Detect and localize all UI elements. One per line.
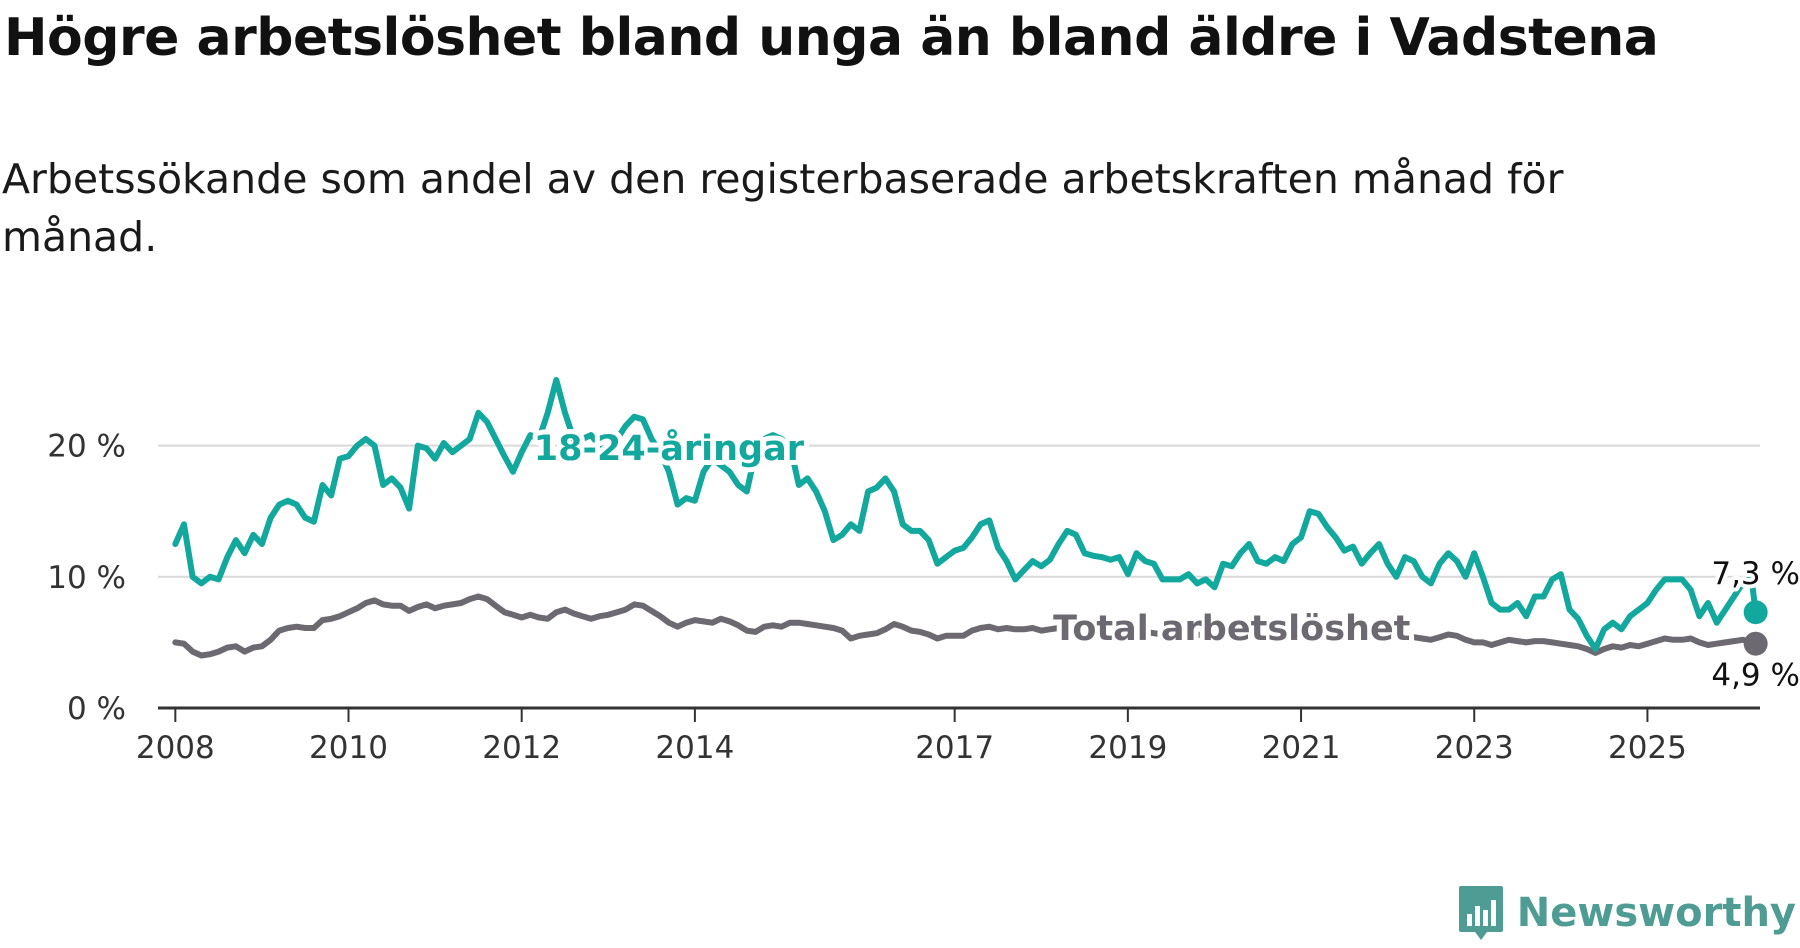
gridlines bbox=[158, 444, 1760, 578]
x-tick-label: 2019 bbox=[1088, 730, 1167, 766]
brand-name: Newsworthy bbox=[1516, 890, 1796, 936]
newsworthy-logo-icon bbox=[1458, 886, 1503, 940]
series-line-youth bbox=[172, 377, 1759, 652]
y-tick-label: 10 % bbox=[47, 560, 126, 596]
x-tick-label: 2010 bbox=[309, 730, 388, 766]
series-lines bbox=[172, 377, 1768, 659]
x-tick-label: 2023 bbox=[1435, 730, 1514, 766]
x-tick-label: 2014 bbox=[655, 730, 734, 766]
x-tick-label: 2025 bbox=[1608, 730, 1687, 766]
newsworthy-logo: Newsworthy bbox=[1457, 884, 1796, 942]
series-labels: 18-24-åringar Total arbetslöshet 7,3 % 4,9 … bbox=[529, 423, 1800, 697]
series-end-value-label: 4,9 % bbox=[1711, 658, 1800, 694]
y-tick-label: 0 % bbox=[67, 691, 126, 727]
x-tick-label: 2017 bbox=[915, 730, 994, 766]
y-tick-label: 20 % bbox=[47, 429, 126, 465]
x-axis: 2008 2010 2012 2014 2017 2019 2021 2023 2025 bbox=[136, 706, 1760, 766]
x-tick-label: 2008 bbox=[136, 730, 215, 766]
chart-subtitle: Arbetssökande som andel av den registerb… bbox=[2, 155, 1564, 261]
chart-title: Högre arbetslöshet bland unga än bland ä… bbox=[4, 8, 1659, 68]
series-end-point bbox=[1743, 631, 1768, 656]
series-line-total bbox=[172, 593, 1759, 659]
series-end-point bbox=[1743, 600, 1768, 625]
series-end-value-label: 7,3 % bbox=[1711, 556, 1800, 592]
series-label-youth: 18-24-åringar bbox=[534, 428, 805, 469]
x-tick-label: 2012 bbox=[482, 730, 561, 766]
series-label-total: Total arbetslöshet bbox=[1053, 609, 1410, 649]
y-axis: 0 % 10 % 20 % bbox=[47, 429, 126, 727]
x-tick-label: 2021 bbox=[1262, 730, 1341, 766]
